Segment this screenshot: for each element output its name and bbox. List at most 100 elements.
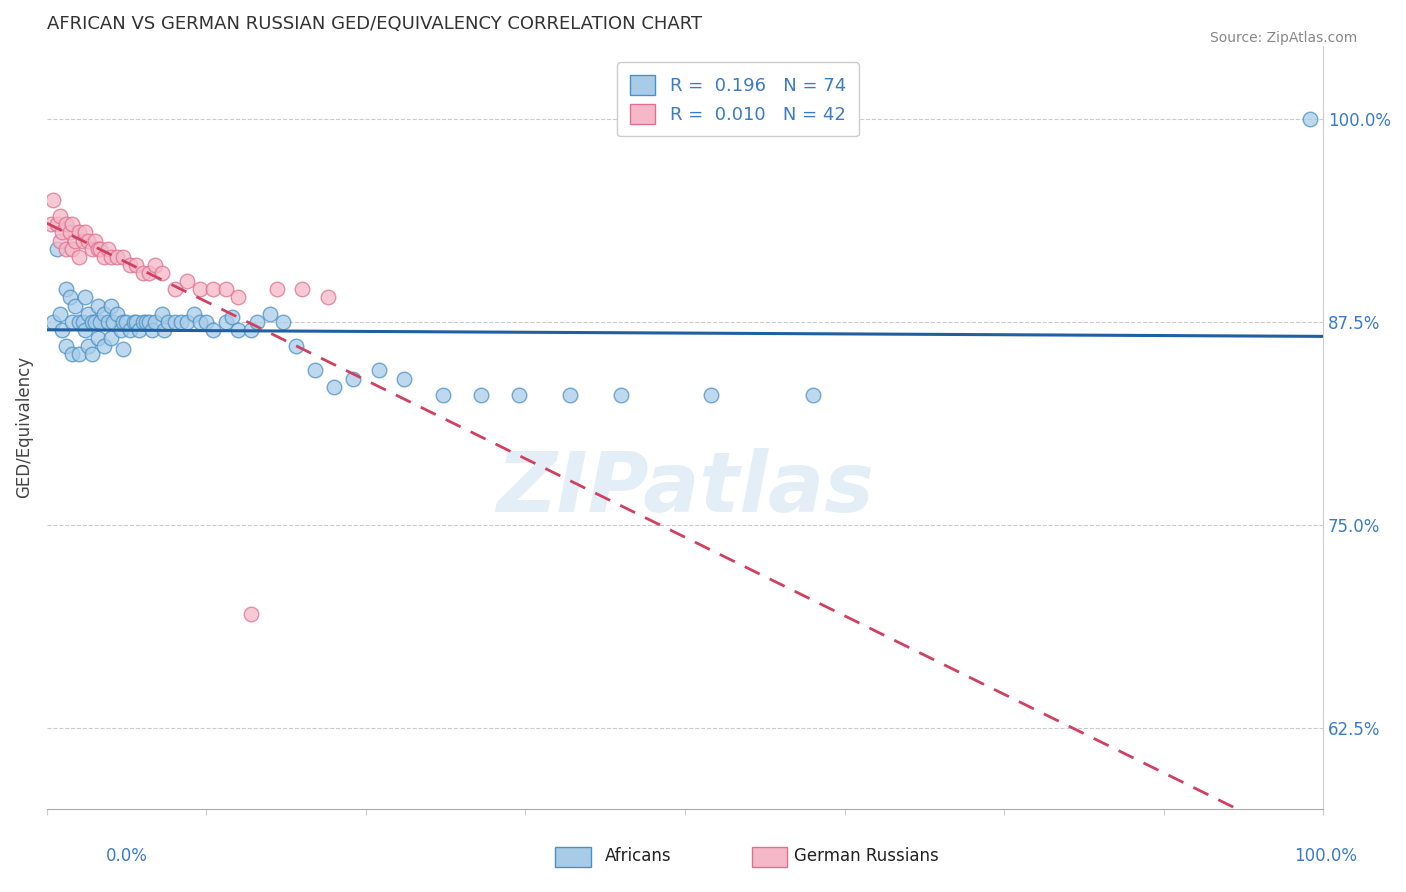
Point <box>42 193 65 207</box>
Point <box>93 339 115 353</box>
Point <box>62 315 84 329</box>
Point <box>125 258 148 272</box>
Point <box>214 282 236 296</box>
Point <box>87 331 110 345</box>
Point <box>75 290 97 304</box>
Point <box>51 226 73 240</box>
Point <box>48 209 70 223</box>
Point <box>75 323 97 337</box>
Point <box>316 290 339 304</box>
Point <box>97 315 120 329</box>
Point <box>93 307 115 321</box>
Point <box>89 315 111 329</box>
Point <box>176 274 198 288</box>
Point <box>46 242 69 256</box>
Point <box>163 315 186 329</box>
Point <box>801 388 824 402</box>
Point <box>105 307 128 321</box>
Point <box>110 323 132 337</box>
Point <box>214 315 236 329</box>
Point <box>80 242 103 256</box>
Point <box>55 282 77 296</box>
Point <box>105 250 128 264</box>
Point <box>76 307 98 321</box>
Point <box>157 315 180 329</box>
Point <box>221 310 243 324</box>
Point <box>118 258 141 272</box>
Point <box>291 282 314 296</box>
Point <box>51 323 73 337</box>
Text: German Russians: German Russians <box>794 847 939 865</box>
Point <box>141 323 163 337</box>
Point <box>100 250 122 264</box>
Point <box>100 299 122 313</box>
Point <box>62 217 84 231</box>
Point <box>63 234 86 248</box>
Point <box>39 217 62 231</box>
Point <box>176 315 198 329</box>
Point <box>62 347 84 361</box>
Point <box>150 307 173 321</box>
Point <box>138 266 160 280</box>
Point <box>63 299 86 313</box>
Point <box>59 226 82 240</box>
Point <box>131 315 153 329</box>
Point <box>76 339 98 353</box>
Point <box>284 339 307 353</box>
Point <box>170 315 193 329</box>
Point <box>112 315 135 329</box>
Point <box>610 388 633 402</box>
Point <box>1299 112 1322 126</box>
Point <box>163 282 186 296</box>
Text: AFRICAN VS GERMAN RUSSIAN GED/EQUIVALENCY CORRELATION CHART: AFRICAN VS GERMAN RUSSIAN GED/EQUIVALENC… <box>46 15 702 33</box>
Point <box>72 234 94 248</box>
Text: Africans: Africans <box>605 847 671 865</box>
Point <box>145 315 167 329</box>
Point <box>59 290 82 304</box>
Point <box>87 242 110 256</box>
Point <box>246 315 269 329</box>
Point <box>271 315 294 329</box>
Point <box>72 315 94 329</box>
Point <box>135 315 157 329</box>
Point <box>55 242 77 256</box>
Point <box>100 331 122 345</box>
Point <box>84 315 107 329</box>
Point <box>304 363 326 377</box>
Y-axis label: GED/Equivalency: GED/Equivalency <box>15 356 32 499</box>
Point <box>122 315 145 329</box>
Text: Source: ZipAtlas.com: Source: ZipAtlas.com <box>1209 31 1357 45</box>
Point <box>89 242 111 256</box>
Point <box>118 323 141 337</box>
Point <box>80 347 103 361</box>
Point <box>432 388 454 402</box>
Point <box>67 315 90 329</box>
Point <box>93 250 115 264</box>
Point <box>508 388 530 402</box>
Point <box>560 388 582 402</box>
Point <box>183 307 205 321</box>
Point <box>62 242 84 256</box>
Point <box>97 242 120 256</box>
Point <box>699 388 721 402</box>
Point <box>188 315 211 329</box>
Point <box>240 607 263 621</box>
Point <box>46 217 69 231</box>
Text: 100.0%: 100.0% <box>1294 847 1357 865</box>
Point <box>145 258 167 272</box>
Point <box>128 323 150 337</box>
Point <box>67 226 90 240</box>
Point <box>228 290 250 304</box>
Point <box>323 380 346 394</box>
Point <box>55 217 77 231</box>
Point <box>188 282 211 296</box>
Point <box>115 315 138 329</box>
Point <box>67 250 90 264</box>
Point <box>75 226 97 240</box>
Point <box>240 323 263 337</box>
Point <box>201 323 224 337</box>
Text: 0.0%: 0.0% <box>105 847 148 865</box>
Point <box>342 371 364 385</box>
Point <box>153 323 176 337</box>
Point <box>48 234 70 248</box>
